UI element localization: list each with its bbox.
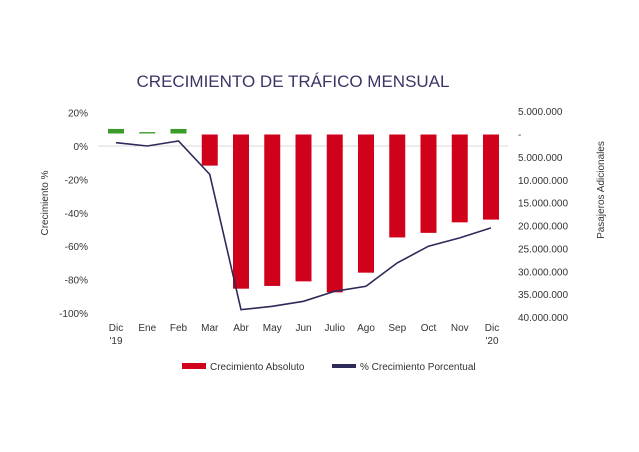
bar-ene (139, 132, 156, 134)
left-tick-label: -60% (65, 242, 88, 253)
bar-abr (233, 134, 249, 289)
x-tick-label: Oct (421, 323, 437, 334)
bar-sep (389, 134, 406, 238)
x-tick-label: Julio (324, 323, 345, 334)
x-tick-label: Nov (451, 323, 469, 334)
right-tick-label: 10.000.000 (518, 176, 568, 187)
x-tick-label: '19 (109, 336, 122, 347)
legend-label-line: % Crecimiento Porcentual (360, 362, 476, 373)
left-tick-label: 20% (68, 109, 88, 120)
x-tick-label: Sep (388, 323, 406, 334)
left-tick-label: -100% (59, 309, 88, 320)
left-tick-label: -80% (65, 276, 88, 287)
bar-may (264, 134, 281, 286)
chart-title: CRECIMIENTO DE TRÁFICO MENSUAL (137, 72, 450, 91)
x-tick-label: Jun (295, 323, 311, 334)
x-tick-label: Ago (357, 323, 375, 334)
bar-jun (295, 134, 312, 282)
bar-julio (326, 134, 343, 293)
right-tick-label: 40.000.000 (518, 313, 568, 324)
x-tick-label: Abr (233, 323, 249, 334)
bar-ago (358, 134, 374, 273)
legend: Crecimiento Absoluto % Crecimiento Porce… (182, 362, 476, 373)
left-tick-label: 0% (74, 142, 89, 153)
x-tick-label: Dic (485, 323, 499, 334)
right-tick-label: 5.000.000 (518, 107, 563, 118)
bar-oct (420, 134, 437, 233)
left-tick-label: -20% (65, 175, 88, 186)
x-tick-label: Mar (201, 323, 219, 334)
x-tick-label: Ene (138, 323, 156, 334)
legend-swatch-line (332, 364, 356, 368)
right-tick-label: 15.000.000 (518, 199, 568, 210)
bar-feb (170, 128, 187, 134)
bar-dic20 (483, 134, 499, 220)
left-axis-label: Crecimiento % (40, 170, 51, 235)
legend-swatch-bar (182, 363, 206, 369)
right-tick-label: 35.000.000 (518, 290, 568, 301)
right-tick-label: 30.000.000 (518, 267, 568, 278)
left-tick-label: -40% (65, 209, 88, 220)
bar-nov (451, 134, 468, 223)
legend-label-bar: Crecimiento Absoluto (210, 362, 305, 373)
right-axis-label: Pasajeros Adicionales (596, 141, 607, 239)
x-tick-label: May (263, 323, 282, 334)
bar-dic19 (108, 128, 124, 134)
x-tick-label: Dic (109, 323, 123, 334)
bar-mar (201, 134, 218, 166)
right-tick-label: - (518, 130, 521, 141)
right-tick-label: 5.000.000 (518, 153, 563, 164)
right-tick-label: 20.000.000 (518, 222, 568, 233)
x-tick-label: '20 (485, 336, 498, 347)
right-tick-label: 25.000.000 (518, 244, 568, 255)
x-tick-label: Feb (170, 323, 188, 334)
